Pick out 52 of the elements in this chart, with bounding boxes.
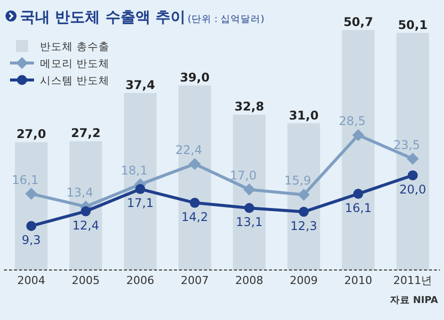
data-label: 16,1: [12, 172, 39, 187]
point: [298, 206, 309, 217]
data-label: 12,3: [290, 218, 318, 233]
point: [80, 206, 91, 216]
point: [26, 220, 36, 231]
x-tick-label: 2008: [235, 274, 264, 287]
x-tick-label: 2011년: [393, 274, 432, 287]
point: [25, 188, 38, 200]
data-label: 37,4: [125, 78, 156, 92]
data-label: 9,3: [22, 232, 41, 247]
point: [243, 184, 256, 196]
chart-subtitle: (단위 : 십억달러): [188, 14, 264, 25]
x-tick-label: 2004: [17, 274, 46, 287]
legend-label: 시스템 반도체: [40, 75, 110, 87]
data-label: 17,0: [230, 168, 257, 183]
legend-label: 반도체 총수출: [40, 41, 110, 53]
legend-label: 메모리 반도체: [40, 58, 110, 70]
data-label: 17,1: [126, 196, 154, 210]
text: 자료 NIPA: [390, 295, 439, 306]
chart-title: 국내 반도체 수출액 추이: [20, 8, 186, 26]
data-label: 39,0: [180, 70, 210, 84]
data-label: 28,5: [338, 114, 366, 128]
data-label: 32,8: [234, 100, 264, 114]
data-label: 50,7: [343, 15, 374, 29]
data-label: 31,0: [288, 108, 319, 122]
point: [190, 198, 200, 208]
data-label: 16,1: [344, 200, 372, 215]
data-label: 13,4: [66, 186, 94, 200]
data-label: 27,2: [70, 126, 101, 140]
x-tick-label: 2007: [180, 274, 209, 287]
x-tick-label: 2009: [290, 274, 318, 287]
point: [408, 170, 418, 180]
x-tick-label: 2010: [344, 274, 372, 287]
point: [353, 188, 364, 199]
data-label: 15,9: [284, 174, 312, 188]
data-label: 50,1: [398, 18, 428, 32]
data-label: 20,0: [399, 182, 426, 196]
point: [406, 152, 419, 165]
point: [135, 184, 146, 194]
point: [298, 188, 310, 201]
point: [352, 129, 364, 142]
data-label: 22,4: [175, 142, 202, 157]
data-label: 12,4: [72, 218, 100, 232]
data-label: 18,1: [120, 163, 148, 178]
data-label: 13,1: [236, 214, 263, 229]
x-tick-label: 2006: [126, 274, 154, 287]
x-tick-label: 2005: [72, 274, 100, 287]
data-label: 14,2: [181, 210, 208, 224]
data-label: 27,0: [16, 127, 46, 142]
data-label: 23,5: [393, 138, 420, 152]
point: [188, 158, 201, 170]
point: [244, 202, 254, 213]
